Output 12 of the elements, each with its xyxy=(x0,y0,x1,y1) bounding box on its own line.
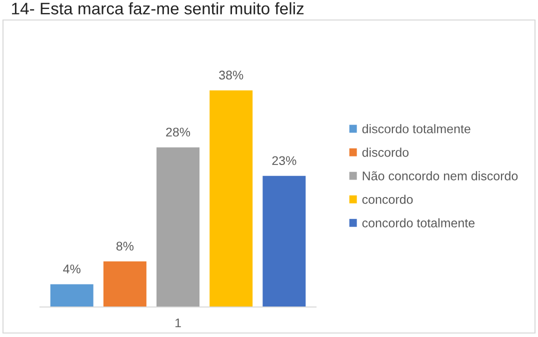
legend-label: concordo totalmente xyxy=(362,218,475,228)
legend-label: concordo xyxy=(362,194,413,204)
legend-label: Não concordo nem discordo xyxy=(362,171,518,180)
data-label: 8% xyxy=(116,242,134,251)
legend-label: discordo xyxy=(362,148,409,157)
data-label: 23% xyxy=(272,156,296,166)
chart-title: 14- Esta marca faz-me sentir muito feliz xyxy=(12,2,304,14)
x-tick-label: 1 xyxy=(175,318,181,328)
data-label: 38% xyxy=(219,70,244,80)
data-label: 4% xyxy=(63,264,80,274)
legend-label: discordo totalmente xyxy=(362,124,470,134)
data-label: 28% xyxy=(166,128,190,137)
